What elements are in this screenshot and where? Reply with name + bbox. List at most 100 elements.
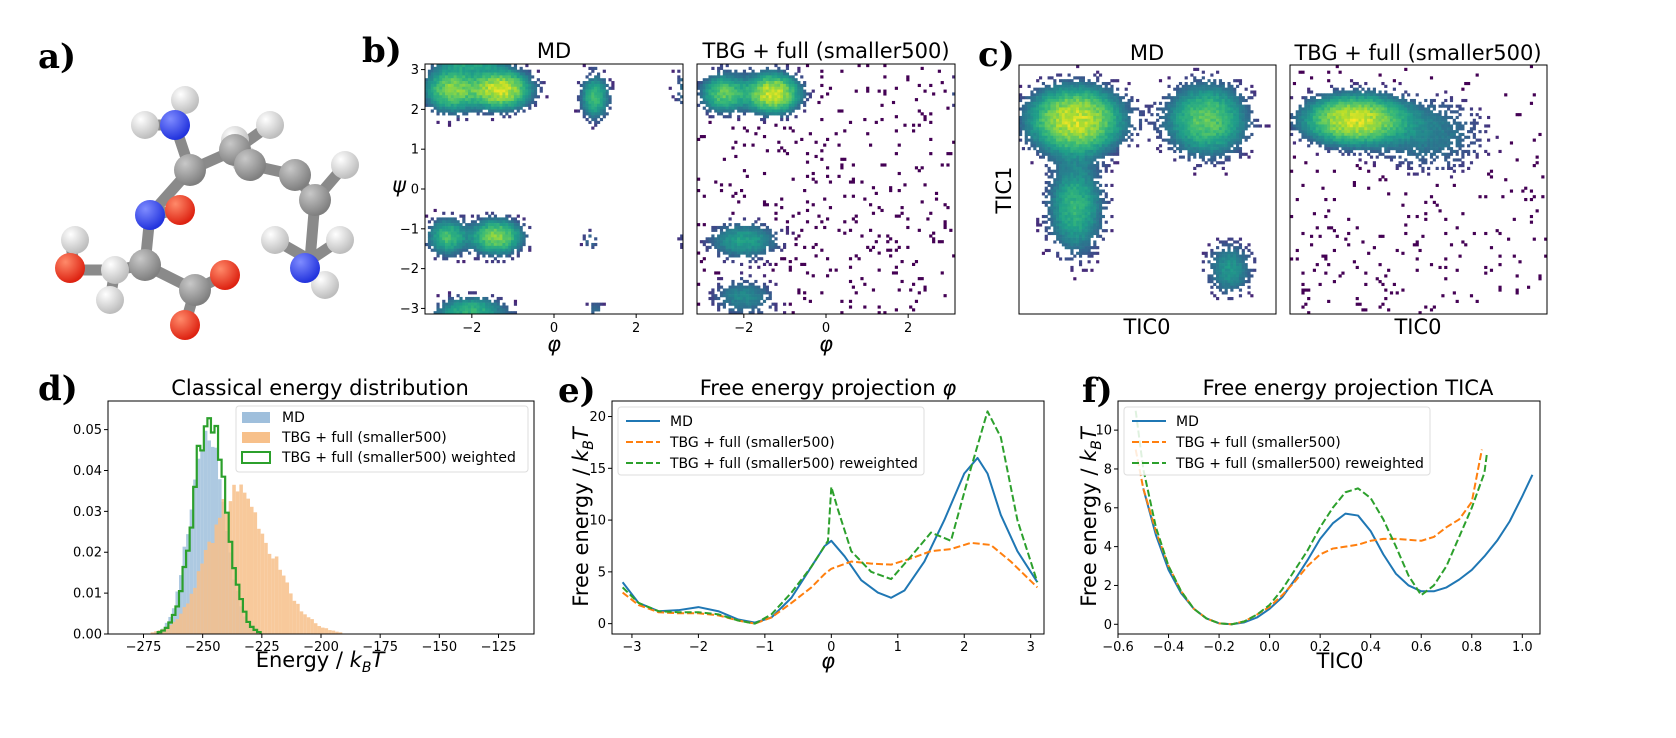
heatmap-cell: [788, 106, 792, 110]
heatmap-cell: [1081, 209, 1085, 213]
heatmap-cell: [490, 231, 495, 235]
heatmap-cell: [1076, 98, 1080, 103]
heatmap-cell: [740, 225, 744, 230]
heatmap-cell: [439, 237, 443, 241]
heatmap-cell: [470, 64, 475, 68]
heatmap-cell: [708, 75, 712, 79]
heatmap-cell: [1024, 118, 1028, 122]
heatmap-cell: [1070, 141, 1074, 145]
heatmap-cell: [502, 220, 506, 224]
heatmap-cell: [762, 223, 767, 227]
heatmap-cell: [1213, 104, 1217, 108]
heatmap-cell: [599, 302, 604, 306]
heatmap-cell: [734, 245, 738, 249]
heatmap-cell: [1107, 104, 1111, 108]
heatmap-cell: [508, 106, 512, 110]
heatmap-cell: [788, 100, 792, 105]
heatmap-cell: [462, 242, 466, 247]
heatmap-cell: [459, 245, 463, 249]
heatmap-cell: [740, 262, 744, 266]
heatmap-cell: [511, 69, 515, 73]
heatmap-cell: [597, 103, 601, 107]
heatmap-cell: [468, 223, 472, 227]
heatmap-cell: [502, 225, 506, 230]
heatmap-cell: [445, 89, 449, 93]
heatmap-cell: [505, 223, 509, 227]
heatmap-cell: [1050, 206, 1054, 210]
heatmap-cell: [1204, 152, 1208, 156]
heatmap-cell: [470, 89, 475, 93]
heatmap-cell: [725, 245, 729, 249]
heatmap-cell: [1213, 164, 1217, 168]
heatmap-cell: [1027, 130, 1031, 134]
heatmap-cell: [843, 194, 847, 198]
heatmap-cell: [1216, 271, 1220, 275]
heatmap-cell: [1193, 152, 1197, 156]
heatmap-cell: [699, 92, 704, 96]
heatmap-cell: [462, 64, 466, 68]
heatmap-cell: [748, 92, 752, 96]
heatmap-cell: [1053, 90, 1057, 94]
heatmap-cell: [516, 81, 520, 85]
heatmap-cell: [1058, 84, 1063, 88]
heatmap-cell: [470, 66, 475, 70]
heatmap-cell: [1178, 101, 1183, 105]
heatmap-cell: [714, 89, 718, 93]
heatmap-cell: [599, 112, 604, 116]
heatmap-cell: [488, 237, 492, 241]
heatmap-cell: [708, 245, 712, 249]
heatmap-cell: [771, 234, 775, 238]
heatmap-cell: [1061, 93, 1065, 97]
heatmap-cell: [1104, 200, 1108, 204]
heatmap-cell: [1093, 172, 1097, 176]
heatmap-cell: [697, 86, 701, 90]
heatmap-cell: [1044, 164, 1048, 168]
heatmap-cell: [740, 311, 744, 315]
heatmap-cell: [797, 89, 801, 93]
heatmap-cell: [757, 109, 761, 113]
heatmap-cell: [585, 240, 589, 244]
heatmap-cell: [1147, 138, 1151, 142]
heatmap-cell: [1067, 101, 1071, 105]
heatmap-cell: [1216, 161, 1220, 165]
heatmap-cell: [1093, 144, 1097, 148]
heatmap-cell: [513, 100, 518, 105]
heatmap-cell: [1058, 237, 1063, 241]
heatmap-cell: [1041, 101, 1045, 105]
heatmap-cell: [519, 231, 523, 235]
heatmap-cell: [794, 78, 798, 82]
heatmap-cell: [436, 89, 440, 93]
heatmap-cell: [728, 231, 732, 235]
heatmap-cell: [473, 75, 477, 79]
heatmap-cell: [436, 66, 440, 70]
heatmap-cell: [490, 106, 495, 110]
heatmap-cell: [1213, 152, 1217, 156]
heatmap-cell: [525, 234, 529, 238]
heatmap-cell: [499, 228, 503, 232]
heatmap-cell: [734, 291, 738, 295]
heatmap-cell: [1093, 141, 1097, 145]
heatmap-cell: [1041, 104, 1045, 108]
heatmap-cell: [473, 69, 477, 73]
heatmap-cell: [1107, 127, 1111, 131]
heatmap-cell: [1087, 260, 1091, 264]
heatmap-cell: [1044, 141, 1048, 145]
heatmap-cell: [1210, 280, 1214, 284]
heatmap-cell: [1090, 127, 1094, 131]
heatmap-cell: [488, 92, 492, 96]
heatmap-cell: [760, 223, 764, 227]
heatmap-cell: [516, 83, 520, 88]
heatmap-cell: [425, 214, 429, 218]
heatmap-cell: [591, 106, 595, 110]
heatmap-cell: [717, 308, 721, 312]
heatmap-cell: [754, 225, 758, 230]
heatmap-cell: [1218, 87, 1223, 91]
heatmap-cell: [1038, 132, 1043, 137]
heatmap-cell: [889, 237, 893, 241]
heatmap-cell: [1181, 127, 1185, 131]
heatmap-cell: [1193, 93, 1197, 97]
heatmap-cell: [1204, 124, 1208, 128]
heatmap-cell: [745, 225, 749, 230]
heatmap-cell: [791, 98, 795, 102]
heatmap-cell: [476, 95, 480, 99]
